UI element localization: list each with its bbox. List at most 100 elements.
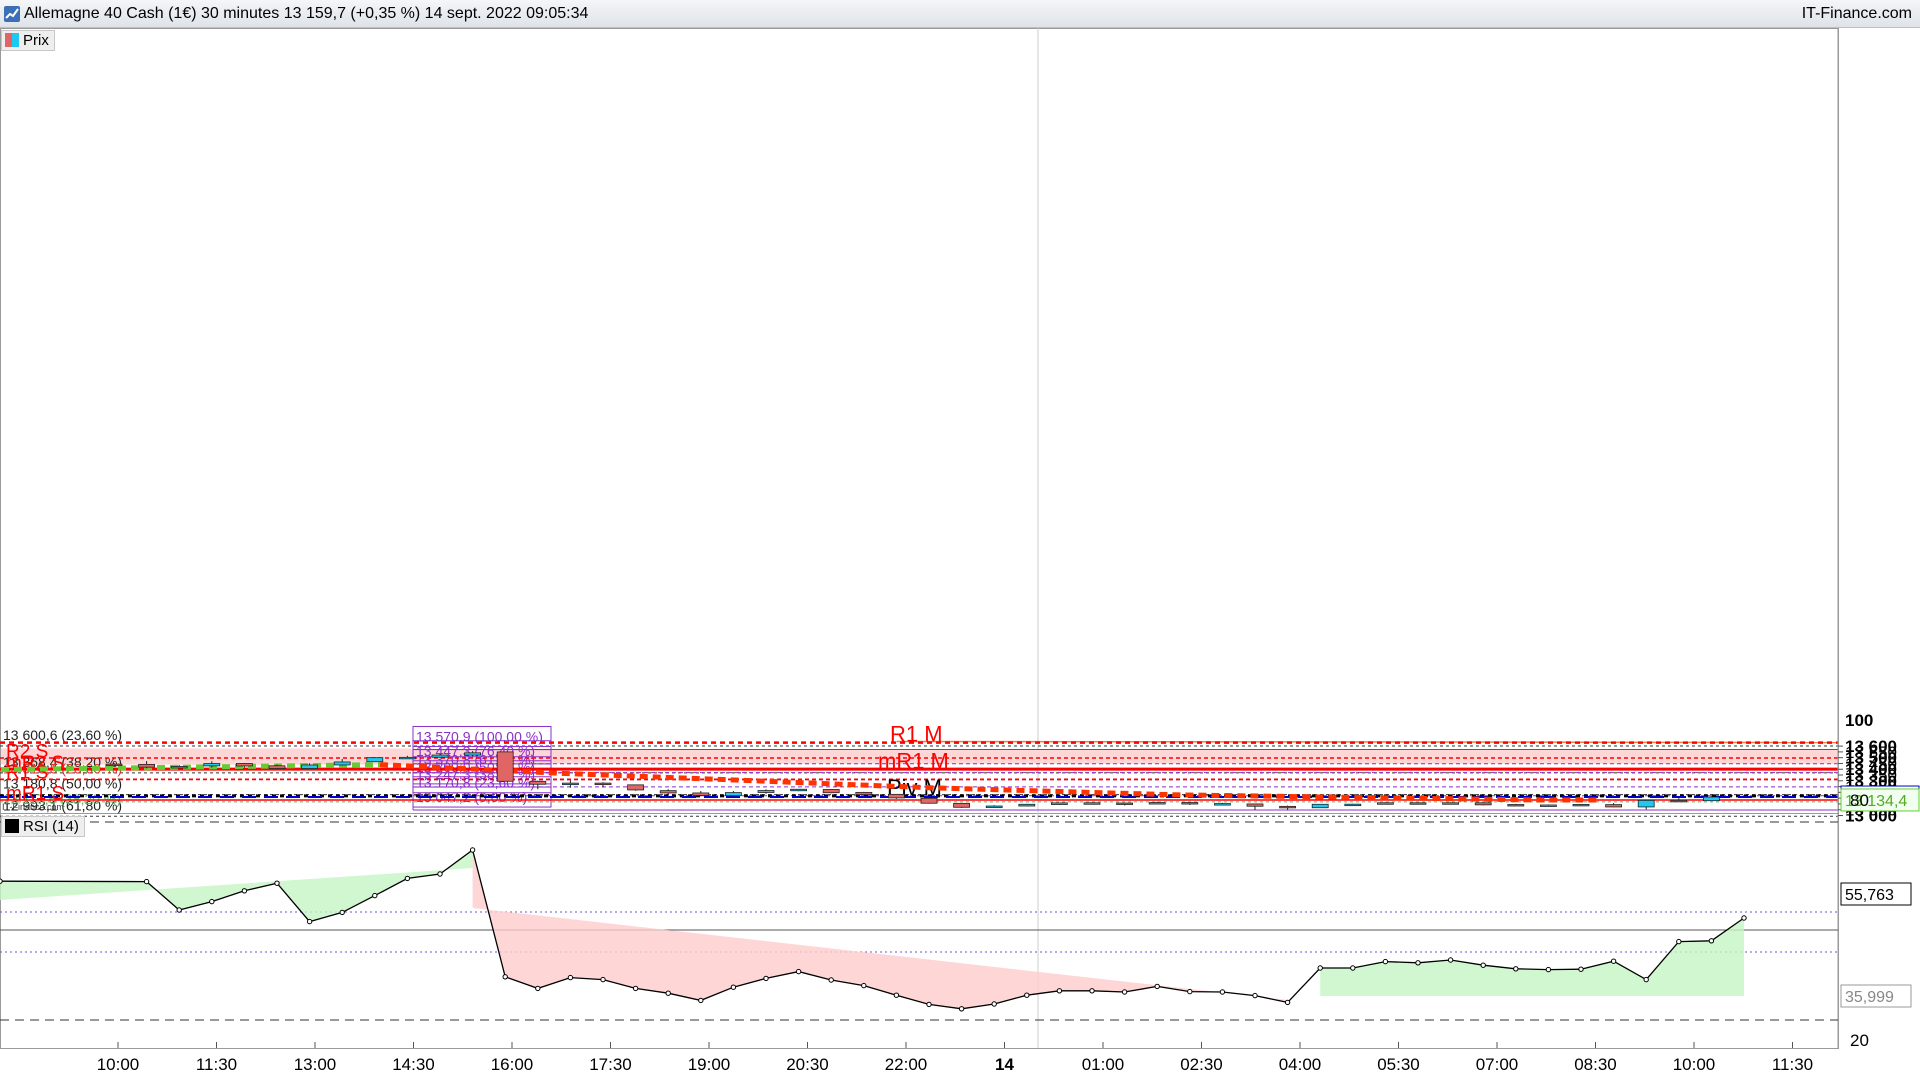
rsi-point	[1545, 966, 1552, 973]
candle-body	[366, 757, 384, 763]
green-tag-label: 13 134,4	[1845, 793, 1907, 810]
time-tick-label: 14	[995, 1055, 1014, 1074]
rsi-point	[372, 892, 378, 899]
rsi-point	[1643, 976, 1649, 983]
candle-body	[822, 789, 840, 794]
resistance-zone-left	[1, 748, 411, 765]
pivot-label: R1 S	[6, 763, 48, 784]
rsi-point	[861, 982, 867, 989]
rsi-point	[1513, 966, 1519, 972]
rsi-point	[893, 992, 900, 998]
price-tick-label: 13 500	[1845, 749, 1897, 768]
rsi-point	[1676, 938, 1682, 945]
rsi-point	[535, 985, 541, 992]
candle-body	[659, 790, 677, 794]
time-tick-label: 16:00	[491, 1055, 534, 1074]
candle-body	[1246, 803, 1264, 807]
time-tick-label: 19:00	[688, 1055, 731, 1074]
time-tick-label: 14:30	[392, 1055, 435, 1074]
pivot-label: mR1 M	[878, 748, 949, 773]
rsi-value-box	[1840, 882, 1912, 906]
rsi-point	[665, 990, 671, 996]
price-tick-label: 13 350	[1845, 766, 1897, 785]
time-tick-label: 11:30	[1772, 1055, 1813, 1074]
price-legend[interactable]: Prix	[1, 30, 55, 51]
rsi-point	[763, 975, 769, 982]
rsi-point	[991, 1001, 997, 1007]
rsi-point	[698, 997, 704, 1004]
rsi-point	[437, 871, 443, 877]
rsi-legend-label: RSI (14)	[23, 818, 79, 835]
time-tick-label: 01:00	[1082, 1055, 1125, 1074]
rsi-point	[176, 907, 182, 913]
rsi-point	[274, 880, 280, 886]
rsi-value-label: 55,763	[1845, 887, 1894, 904]
rsi-point	[1447, 957, 1454, 963]
rsi-point	[1350, 965, 1356, 971]
price-tick-label: 13 550	[1845, 743, 1897, 762]
candle-body	[855, 791, 873, 796]
candle-body	[790, 788, 807, 792]
rsi-point	[795, 968, 802, 975]
window-title: Allemagne 40 Cash (1€) 30 minutes 13 159…	[24, 5, 589, 22]
chart-app-icon	[4, 6, 20, 22]
rsi-point	[0, 878, 3, 884]
time-tick-label: 22:00	[885, 1055, 928, 1074]
time-tick-label: 13:00	[294, 1055, 337, 1074]
candles	[105, 751, 1720, 810]
downtrend-line	[379, 762, 1600, 803]
candle-body	[170, 766, 188, 769]
candle-body	[1442, 802, 1459, 805]
rsi-point	[828, 977, 834, 983]
candle-body	[594, 782, 612, 786]
rsi-point	[926, 1001, 932, 1008]
brand-name[interactable]: IT-Finance.com	[1801, 5, 1912, 22]
candle-body	[203, 763, 221, 767]
rsi-point	[1252, 992, 1258, 999]
rsi-fill-down	[472, 850, 1288, 1009]
candle-body	[431, 754, 449, 758]
candle-body	[1409, 802, 1427, 805]
rsi-point	[1154, 983, 1160, 990]
rsi-point	[1121, 989, 1128, 995]
candle-body	[1344, 803, 1362, 807]
rsi-point	[1382, 958, 1389, 965]
rsi-point	[1219, 989, 1226, 995]
time-tick-label: 08:30	[1574, 1055, 1617, 1074]
retracement-label: 13 600,6 (23,60 %)	[3, 727, 122, 743]
candle-body	[235, 763, 253, 767]
candle-body	[1051, 802, 1068, 805]
candle-body	[1181, 802, 1199, 805]
title-bar: Allemagne 40 Cash (1€) 30 minutes 13 159…	[0, 0, 1920, 28]
rsi-fill-up	[0, 850, 473, 922]
rsi-point	[1317, 965, 1323, 971]
black-square-icon	[5, 819, 19, 833]
retracement-label: 12 993,1 (61,80 %)	[3, 797, 122, 813]
candle-body	[333, 761, 351, 766]
rsi-point	[143, 878, 150, 885]
rsi-point	[1056, 988, 1063, 994]
rsi-tick-label: 80	[1850, 791, 1869, 810]
rsi-tick-label: 100	[1845, 711, 1873, 730]
time-tick-label: 07:00	[1476, 1055, 1519, 1074]
price-panel-frame	[0, 28, 1839, 814]
candle-body	[692, 792, 710, 796]
candle-body	[1703, 796, 1720, 802]
rsi-point	[502, 974, 508, 980]
rsi-signal-label: 35,999	[1845, 989, 1894, 1006]
candle-body	[1637, 799, 1655, 808]
rsi-legend[interactable]: RSI (14)	[1, 816, 85, 837]
rsi-fill-up-recent	[1320, 918, 1744, 996]
rsi-point	[469, 847, 476, 853]
price-tick-label: 13 600	[1845, 737, 1897, 756]
candle-body	[627, 784, 644, 791]
candle-body	[888, 793, 905, 799]
pivot-label: R2 S	[6, 741, 48, 762]
candle-body	[1377, 802, 1394, 805]
time-tick-label: 02:30	[1180, 1055, 1223, 1074]
rsi-point	[241, 888, 248, 894]
candle-body	[1311, 803, 1329, 809]
candlestick-icon	[5, 33, 19, 47]
candle-body	[1507, 804, 1525, 807]
rsi-panel-frame	[0, 813, 1839, 1049]
